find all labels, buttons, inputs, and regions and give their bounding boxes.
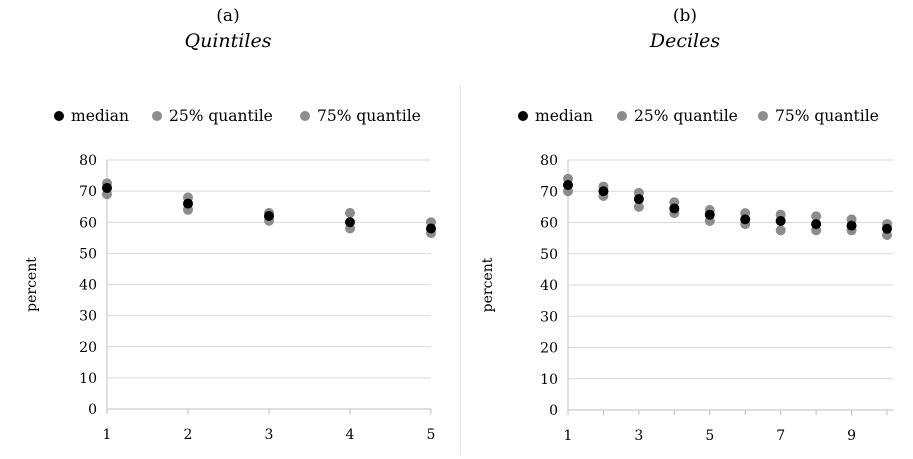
median-point — [598, 186, 609, 197]
y-tick-label: 50 — [540, 247, 558, 263]
median-point — [704, 209, 715, 220]
median-point — [740, 214, 751, 225]
legend-label: median — [535, 107, 593, 125]
y-tick-label: 70 — [79, 184, 97, 200]
panel-letter: (b) — [672, 6, 698, 26]
x-tick-label: 3 — [634, 428, 643, 444]
panel-letter: (a) — [216, 6, 240, 26]
legend-marker — [518, 111, 528, 121]
y-tick-label: 20 — [79, 340, 97, 356]
median-point — [811, 219, 822, 230]
scatter-plot-quintiles: median 25% quantile 75% quantile 0 10 20 30 40 5… — [24, 107, 436, 443]
chart-panel-deciles: (b) Deciles median 25% quantile 75% quanti… — [457, 0, 913, 459]
y-tick-label: 40 — [79, 278, 97, 294]
x-tick-label: 3 — [265, 427, 274, 443]
legend-label: 75% quantile — [317, 107, 421, 125]
y-tick-label: 0 — [549, 403, 558, 419]
q75-point — [811, 211, 822, 222]
legend-label: 75% quantile — [775, 107, 879, 125]
y-tick-label: 20 — [540, 341, 558, 357]
legend-marker — [54, 111, 64, 121]
x-tick-label: 5 — [705, 428, 714, 444]
y-tick-label: 70 — [540, 184, 558, 200]
median-point — [183, 198, 193, 209]
y-tick-label: 40 — [540, 278, 558, 294]
x-tick-label: 5 — [427, 427, 436, 443]
median-point — [633, 194, 644, 205]
legend-marker — [758, 111, 768, 121]
y-tick-label: 80 — [540, 153, 558, 169]
scatter-plot-deciles: median 25% quantile 75% quantile 0 10 20 30 40 5… — [480, 107, 893, 444]
y-tick-label: 80 — [79, 153, 97, 169]
median-point — [102, 183, 112, 194]
y-axis-label: percent — [24, 257, 40, 312]
median-point — [345, 217, 355, 228]
x-tick-label: 4 — [346, 427, 355, 443]
x-tick-label: 7 — [776, 428, 785, 444]
y-tick-label: 0 — [88, 402, 97, 418]
y-tick-label: 30 — [540, 309, 558, 325]
x-tick-label: 1 — [103, 427, 112, 443]
median-point — [846, 220, 857, 231]
median-point — [882, 223, 892, 234]
x-tick-label: 9 — [847, 428, 856, 444]
chart-title: Deciles — [649, 30, 721, 52]
median-point — [669, 203, 680, 214]
panel-divider — [460, 85, 461, 455]
y-tick-label: 30 — [79, 309, 97, 325]
legend-marker — [152, 111, 162, 121]
median-point — [775, 215, 786, 226]
y-tick-label: 60 — [540, 216, 558, 232]
legend-marker — [617, 111, 627, 121]
legend-label: 25% quantile — [169, 107, 273, 125]
legend-marker — [300, 111, 310, 121]
median-point — [426, 223, 436, 234]
legend-label: 25% quantile — [634, 107, 738, 125]
q25-point — [633, 201, 644, 212]
q25-point — [775, 225, 786, 236]
y-axis-label: percent — [480, 257, 496, 312]
legend-label: median — [71, 107, 129, 125]
q75-point — [345, 207, 355, 218]
chart-title: Quintiles — [184, 30, 272, 52]
y-tick-label: 60 — [79, 215, 97, 231]
chart-panel-quintiles: (a) Quintiles median 25% quantile 75% quan… — [0, 0, 456, 459]
y-tick-label: 10 — [540, 372, 558, 388]
x-tick-label: 1 — [564, 428, 573, 444]
y-tick-label: 50 — [79, 246, 97, 262]
median-point — [264, 211, 274, 222]
y-tick-label: 10 — [79, 371, 97, 387]
x-tick-label: 2 — [184, 427, 193, 443]
median-point — [563, 180, 573, 190]
